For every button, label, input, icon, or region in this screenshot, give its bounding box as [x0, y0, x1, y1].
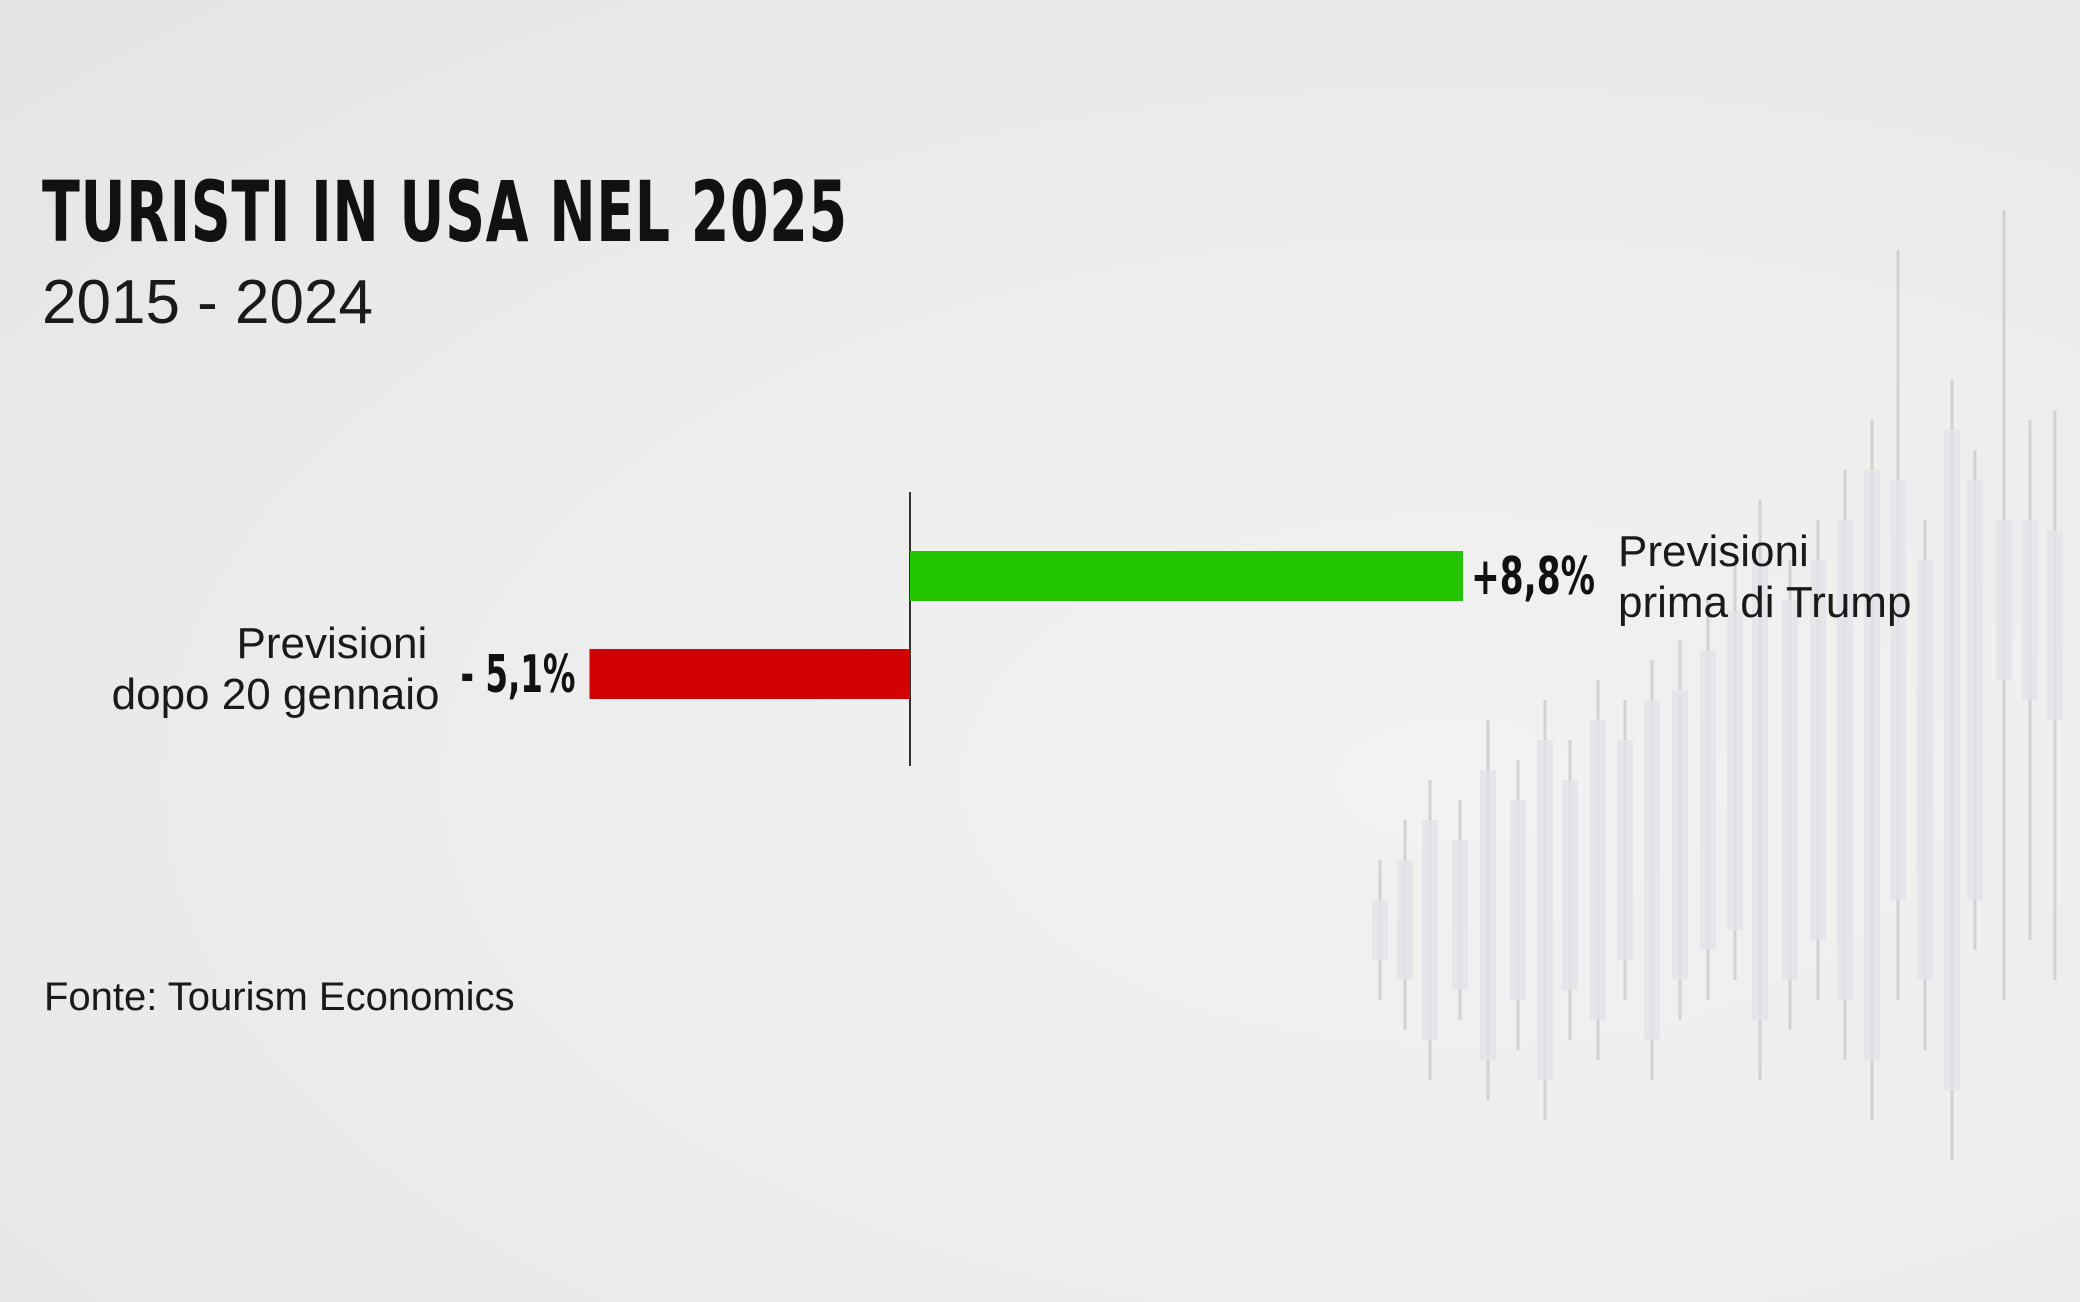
chart-subtitle: 2015 - 2024: [42, 268, 373, 337]
chart-title: TURISTI IN USA NEL 2025: [42, 163, 848, 261]
decorative-candle-body: [1537, 740, 1553, 1080]
decorative-candle-body: [1944, 430, 1960, 1090]
decorative-candle-body: [1422, 820, 1438, 1040]
decorative-candle-body: [1782, 600, 1798, 980]
decorative-candle-body: [1480, 770, 1496, 1060]
decorative-candle-body: [1837, 520, 1853, 1000]
decorative-candle-body: [1890, 480, 1906, 900]
decorative-candle-body: [1510, 800, 1526, 1000]
decorative-candle-body: [1752, 560, 1768, 1020]
category-label-line: Previsioni: [237, 619, 428, 668]
decorative-candle-body: [1967, 480, 1983, 900]
decorative-candle-body: [1672, 690, 1688, 980]
decorative-candle-body: [2022, 520, 2038, 700]
decorative-candle-body: [1644, 700, 1660, 1040]
category-label-line: prima di Trump: [1618, 578, 1911, 627]
decorative-candle-body: [1700, 650, 1716, 950]
category-label-dopo-20-gennaio: Previsioni dopo 20 gennaio: [112, 619, 440, 719]
decorative-candle-body: [1562, 780, 1578, 990]
decorative-candle-body: [1727, 610, 1743, 930]
decorative-candle-body: [1590, 720, 1606, 1020]
source-note: Fonte: Tourism Economics: [44, 975, 515, 1019]
bar-previsioni-dopo-20-gennaio: [589, 649, 910, 699]
decorative-candle-body: [1996, 520, 2012, 680]
category-label-line: dopo 20 gennaio: [112, 670, 440, 719]
decorative-candle-body: [1397, 860, 1413, 980]
decorative-candle-body: [1372, 900, 1388, 960]
decorative-candle-body: [2047, 530, 2063, 720]
bar-previsioni-prima-di-trump: [910, 551, 1463, 601]
decorative-candle-body: [1864, 470, 1880, 1060]
decorative-candle-body: [1810, 560, 1826, 940]
value-label-prima-di-trump: +8,8%: [1471, 547, 1595, 607]
decorative-candle-body: [1617, 740, 1633, 960]
category-label-line: Previsioni: [1618, 527, 1809, 576]
value-label-dopo-20-gennaio: - 5,1%: [461, 645, 576, 705]
decorative-candle-body: [1452, 840, 1468, 990]
decorative-candle-body: [1917, 560, 1933, 980]
category-label-prima-di-trump: Previsioni prima di Trump: [1618, 527, 1911, 627]
